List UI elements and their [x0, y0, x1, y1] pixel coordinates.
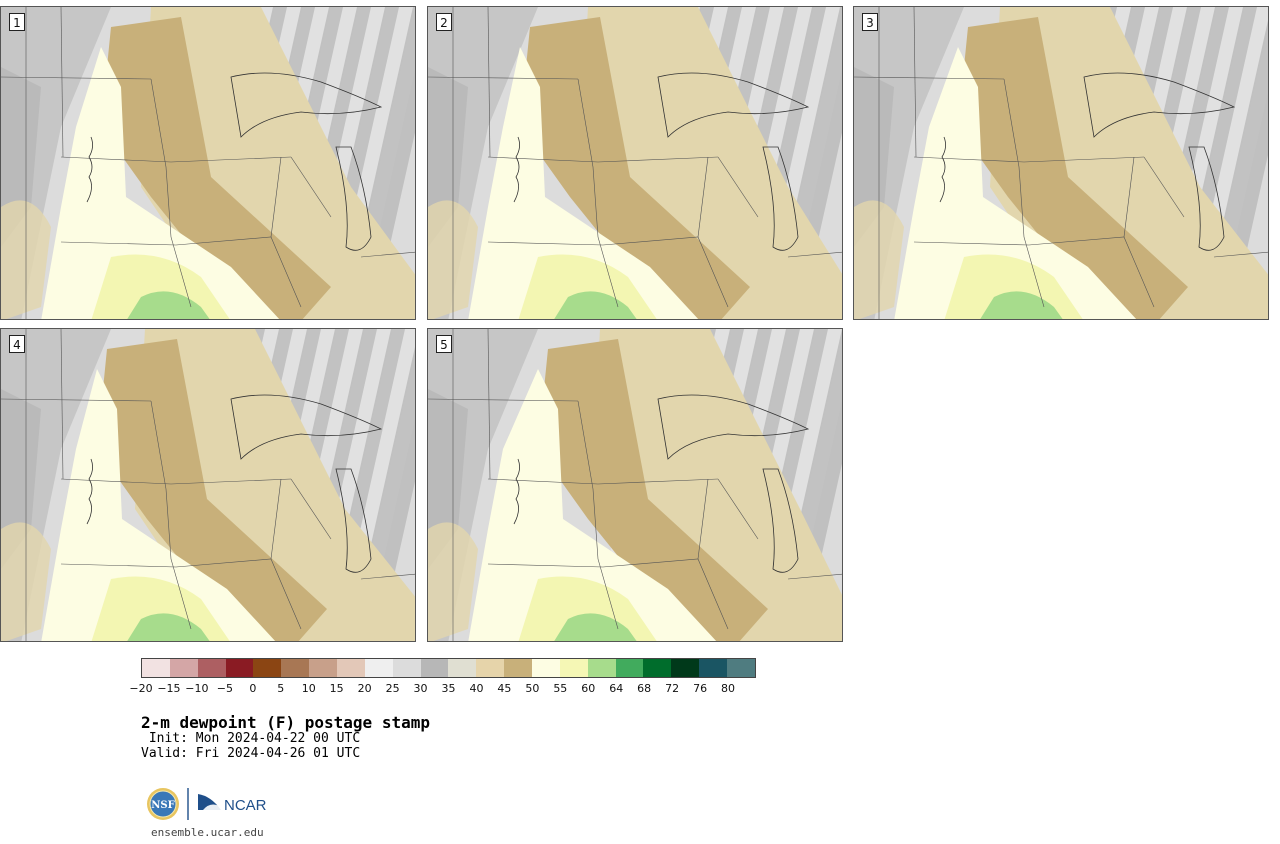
panel-number: 5 — [436, 335, 452, 353]
colorbar-tick-label: 76 — [693, 682, 708, 695]
valid-time: Valid: Fri 2024-04-26 01 UTC — [141, 746, 361, 761]
colorbar-tick-label: 50 — [525, 682, 540, 695]
colorbar-segment — [643, 659, 672, 677]
colorbar-tick-label: 15 — [329, 682, 344, 695]
ncar-logo: NCAR — [198, 794, 267, 814]
website-url: ensemble.ucar.edu — [151, 826, 264, 839]
colorbar-segment — [309, 659, 338, 677]
colorbar-tick-label: 80 — [721, 682, 736, 695]
colorbar-tick-label: 55 — [553, 682, 568, 695]
colorbar-segment — [142, 659, 170, 677]
colorbar-tick-label: −15 — [157, 682, 181, 695]
colorbar-tick-label: 0 — [249, 682, 257, 695]
panel-number: 3 — [862, 13, 878, 31]
map-panel-4: 4 — [0, 328, 416, 642]
colorbar-segment — [448, 659, 477, 677]
map-panel-5: 5 — [427, 328, 843, 642]
colorbar-tick-label: −10 — [185, 682, 209, 695]
svg-text:NCAR: NCAR — [224, 797, 267, 814]
map-panel-1: 1 — [0, 6, 416, 320]
colorbar-tick-label: 72 — [665, 682, 680, 695]
colorbar-segment — [197, 659, 226, 677]
colorbar-tick-label: 68 — [637, 682, 652, 695]
chart-title: 2-m dewpoint (F) postage stamp — [141, 713, 430, 732]
colorbar-tick-label: 64 — [609, 682, 624, 695]
colorbar-segment — [364, 659, 393, 677]
colorbar-segment — [671, 659, 700, 677]
colorbar-segment — [169, 659, 198, 677]
panel-number: 4 — [9, 335, 25, 353]
colorbar-segment — [532, 659, 560, 677]
colorbar-segment — [476, 659, 505, 677]
colorbar-tick-label: 25 — [385, 682, 400, 695]
nsf-logo: NSF — [147, 788, 179, 820]
colorbar-segment — [392, 659, 421, 677]
colorbar-segment — [225, 659, 254, 677]
colorbar-tick-label: −20 — [129, 682, 153, 695]
map-panel-3: 3 — [853, 6, 1269, 320]
colorbar-tick-label: −5 — [216, 682, 233, 695]
colorbar-tick-label: 30 — [413, 682, 428, 695]
colorbar-segment — [727, 659, 755, 677]
panel-number: 2 — [436, 13, 452, 31]
colorbar-tick-label: 40 — [469, 682, 484, 695]
colorbar-tick-label: 5 — [277, 682, 285, 695]
colorbar-tick-label: 35 — [441, 682, 456, 695]
logos: NSF NCAR — [145, 786, 275, 824]
colorbar-segment — [699, 659, 728, 677]
colorbar-segment — [587, 659, 616, 677]
colorbar-segment — [281, 659, 310, 677]
init-time: Init: Mon 2024-04-22 00 UTC — [141, 731, 361, 746]
panel-number: 1 — [9, 13, 25, 31]
colorbar-segment — [420, 659, 449, 677]
colorbar-tick-label: 60 — [581, 682, 596, 695]
colorbar-ticks: −20 −15 −10 −5 0 5 10 15 20 25 30 35 40 45 50 55 60 64 68 7… — [129, 682, 756, 696]
colorbar-segment — [559, 659, 588, 677]
colorbar-segment — [253, 659, 282, 677]
colorbar — [141, 658, 756, 678]
svg-text:NSF: NSF — [151, 800, 174, 811]
colorbar-segment — [504, 659, 533, 677]
colorbar-segment — [337, 659, 365, 677]
colorbar-tick-label: 10 — [301, 682, 316, 695]
colorbar-tick-label: 20 — [357, 682, 372, 695]
colorbar-tick-label: 45 — [497, 682, 512, 695]
colorbar-segment — [615, 659, 644, 677]
map-panel-2: 2 — [427, 6, 843, 320]
